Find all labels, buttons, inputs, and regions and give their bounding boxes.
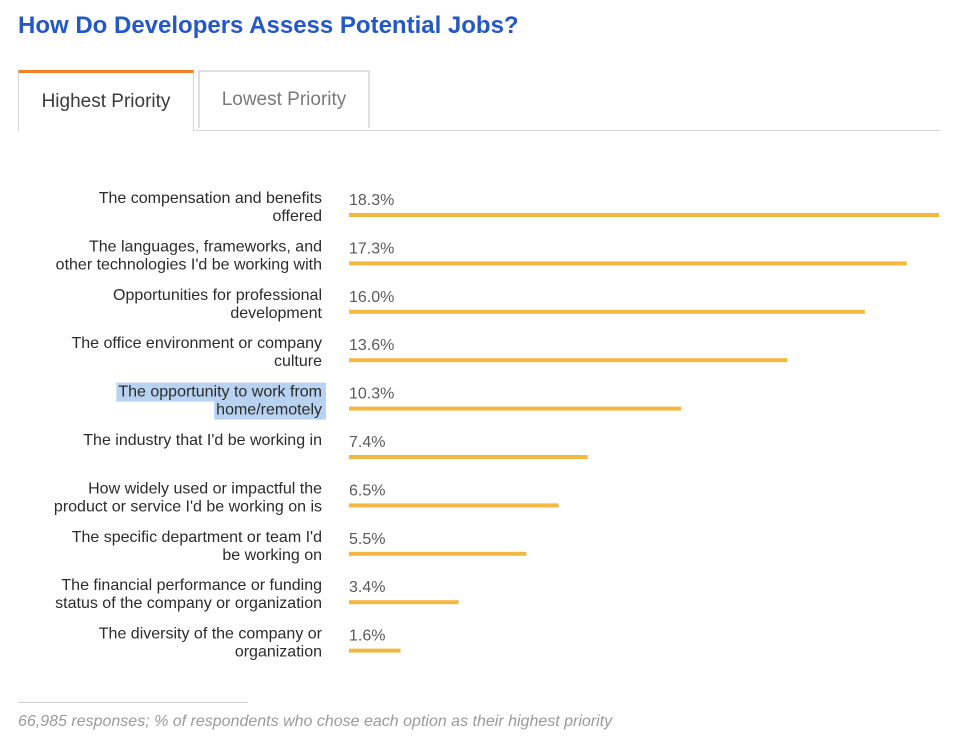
category-label: The financial performance or funding stat…: [55, 577, 322, 612]
category-label: The opportunity to work from home/remotel…: [118, 384, 322, 419]
bar: [349, 213, 939, 217]
category-label: The languages, frameworks, and other tech…: [56, 238, 322, 273]
footnote: 66,985 responses; % of respondents who c…: [18, 713, 613, 730]
bar: [349, 455, 588, 459]
value-label: 5.5%: [349, 531, 385, 548]
bar: [349, 551, 527, 556]
category-label: The specific department or team I'd be wo…: [72, 529, 322, 564]
priority-tabs: Highest Priority Lowest Priority: [18, 70, 940, 131]
value-label: 13.6%: [349, 337, 394, 354]
tab-highest-priority[interactable]: Highest Priority: [18, 70, 194, 131]
page-title: How Do Developers Assess Potential Jobs?: [18, 12, 519, 39]
category-label: How widely used or impactful the product …: [54, 480, 322, 515]
value-label: 10.3%: [349, 386, 394, 403]
value-label: 17.3%: [349, 240, 394, 257]
value-label: 16.0%: [349, 289, 394, 306]
value-label: 18.3%: [349, 192, 394, 209]
category-label: The compensation and benefits offered: [99, 190, 322, 225]
bar: [349, 309, 865, 314]
category-label: The industry that I'd be working in: [83, 432, 322, 449]
tab-lowest-priority[interactable]: Lowest Priority: [198, 70, 370, 128]
priority-bar-chart: The compensation and benefits offered 18.3…: [54, 190, 939, 661]
category-label: Opportunities for professional developmen…: [113, 287, 323, 322]
bar: [349, 406, 682, 411]
value-label: 7.4%: [349, 434, 385, 451]
value-label: 1.6%: [349, 628, 385, 645]
label-highlight: [116, 382, 326, 402]
bar: [349, 648, 401, 653]
label-highlight: [214, 400, 326, 420]
bar: [349, 600, 459, 605]
value-label: 3.4%: [349, 579, 385, 596]
footnote-divider: [18, 702, 248, 703]
category-label: The office environment or company culture: [72, 335, 323, 370]
bar: [349, 358, 788, 363]
bar: [349, 503, 559, 508]
category-label: The diversity of the company or organizat…: [99, 626, 323, 661]
value-label: 6.5%: [349, 482, 385, 499]
bar: [349, 261, 907, 266]
